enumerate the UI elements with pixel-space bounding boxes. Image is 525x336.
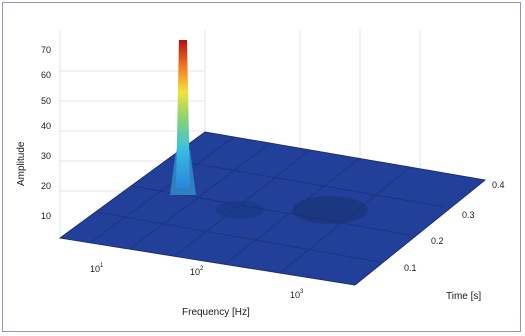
z-tick: 10 — [41, 211, 51, 221]
y-tick: 0.1 — [404, 263, 417, 273]
x-axis: 101 102 103 — [90, 263, 304, 300]
z-tick: 70 — [41, 45, 51, 55]
z-axis: 10 20 30 40 50 60 70 — [41, 45, 51, 221]
z-tick: 20 — [41, 181, 51, 191]
y-tick: 0.2 — [431, 236, 444, 246]
z-tick: 30 — [41, 151, 51, 161]
x-axis-label: Frequency [Hz] — [182, 307, 250, 318]
y-axis-label: Time [s] — [446, 291, 481, 302]
x-tick: 103 — [290, 289, 304, 300]
z-axis-label: Amplitude — [16, 141, 27, 186]
surface-ripple — [292, 196, 368, 224]
z-tick: 60 — [41, 70, 51, 80]
y-tick: 0.3 — [462, 210, 475, 220]
peak-base — [170, 150, 196, 195]
y-axis: 0.1 0.2 0.3 0.4 — [404, 180, 505, 273]
z-tick: 40 — [41, 121, 51, 131]
z-tick: 50 — [41, 96, 51, 106]
y-tick: 0.4 — [492, 180, 505, 190]
surface-floor — [58, 131, 487, 286]
x-tick: 101 — [90, 263, 104, 274]
x-tick: 102 — [190, 266, 204, 277]
surface-ripple — [216, 201, 264, 219]
